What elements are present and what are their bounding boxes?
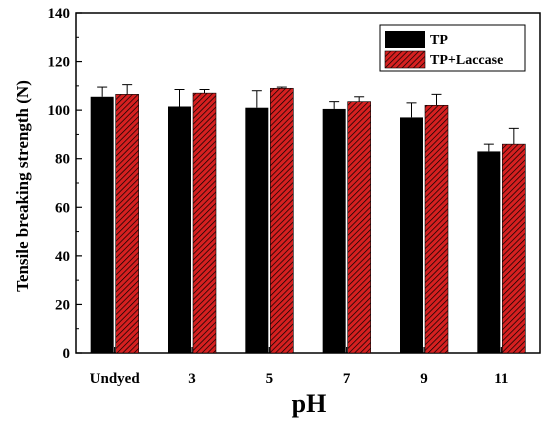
y-tick-label: 140: [48, 6, 71, 22]
legend-label-tp: TP: [430, 33, 448, 48]
y-axis-title: Tensile breaking strength (N): [13, 80, 32, 292]
bar-tp-laccase-11: [502, 143, 526, 354]
bar-tp-laccase-undyed: [115, 94, 139, 354]
legend-swatch-tp: [385, 31, 425, 48]
y-tick-label: 100: [48, 103, 71, 119]
bar-tp-laccase-7: [347, 101, 371, 354]
bar-tp-5: [245, 107, 269, 353]
bar-tp-9: [400, 117, 423, 353]
legend: TP TP+Laccase: [379, 24, 526, 72]
axes: [76, 12, 502, 354]
y-tick-label: 60: [55, 200, 70, 216]
bar-tp-3: [168, 106, 191, 353]
y-tick-label: 20: [55, 297, 70, 313]
x-tick-label: 11: [494, 371, 508, 387]
x-tick-label: 5: [266, 371, 274, 387]
bars: [90, 87, 526, 354]
legend-label-tp-laccase: TP+Laccase: [430, 53, 503, 68]
x-tick-label: 3: [188, 371, 196, 387]
x-tick-label: Undyed: [90, 371, 141, 387]
error-bars: [97, 84, 519, 152]
bar-tp-laccase-3: [192, 92, 217, 354]
bar-tp-laccase-5: [270, 87, 294, 354]
bar-tp-7: [322, 108, 346, 353]
y-tick-label: 120: [48, 55, 71, 71]
x-tick-label: 9: [420, 371, 428, 387]
x-axis-title: pH: [292, 389, 327, 418]
x-tick-label: 7: [343, 371, 351, 387]
bar-tp-laccase-9: [424, 104, 449, 354]
legend-swatch-tp-laccase: [384, 50, 426, 69]
y-tick-label: 40: [55, 249, 70, 265]
bar-tp-undyed: [90, 96, 114, 354]
tick-labels: 0 20 40 60 80 100 120 140 Undyed 3 5 7 9 11: [48, 6, 509, 387]
y-tick-label: 0: [63, 346, 71, 362]
bar-tp-11: [477, 151, 501, 353]
y-tick-label: 80: [55, 152, 70, 168]
